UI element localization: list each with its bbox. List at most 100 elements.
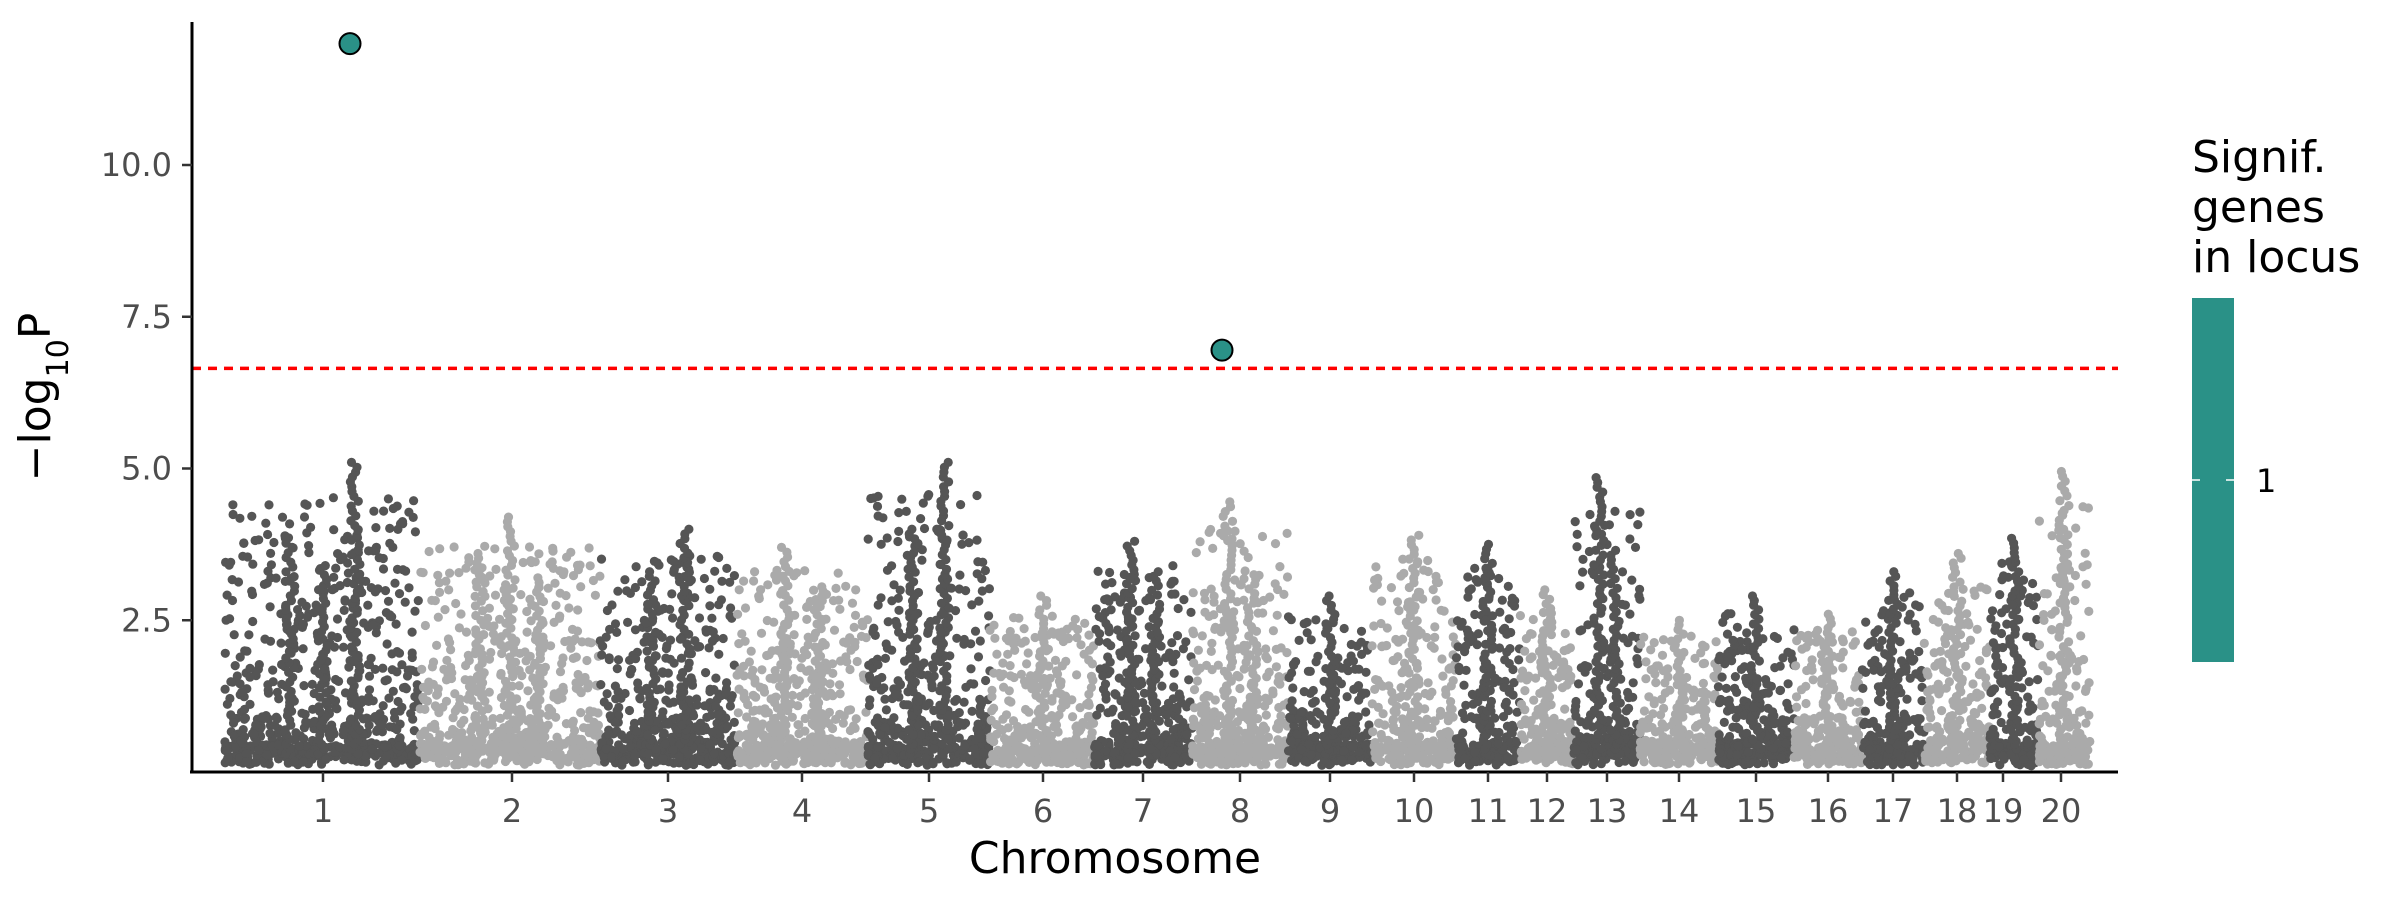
snp-point	[385, 538, 395, 549]
snp-point	[684, 658, 694, 668]
snp-point	[651, 627, 661, 638]
snp-point	[548, 563, 559, 574]
snp-point	[522, 606, 532, 617]
snp-point	[433, 684, 443, 694]
snp-point	[802, 614, 812, 625]
snp-point	[347, 550, 357, 560]
snp-point	[1115, 734, 1125, 744]
snp-point	[1193, 645, 1203, 655]
snp-point	[632, 726, 642, 737]
snp-point	[1092, 751, 1102, 761]
snp-point	[1178, 644, 1188, 654]
snp-point	[1171, 703, 1181, 713]
snp-point	[433, 612, 443, 622]
snp-point	[725, 611, 735, 621]
snp-point	[977, 586, 987, 596]
snp-point	[596, 680, 606, 690]
snp-point	[843, 705, 854, 715]
snp-point	[1050, 655, 1061, 666]
snp-point	[1220, 521, 1230, 531]
snp-point	[1308, 685, 1318, 696]
snp-point	[1122, 711, 1132, 721]
snp-point	[251, 757, 261, 767]
snp-point	[561, 591, 571, 601]
snp-point	[601, 744, 611, 754]
snp-point	[1168, 653, 1178, 663]
snp-point	[1164, 717, 1174, 728]
snp-point	[916, 730, 927, 740]
snp-point	[383, 596, 394, 606]
snp-point	[1130, 631, 1140, 641]
snp-point	[345, 715, 356, 725]
snp-point	[882, 565, 893, 575]
snp-point	[975, 707, 985, 717]
snp-point	[446, 645, 456, 655]
snp-point	[1173, 603, 1183, 614]
snp-point	[564, 736, 574, 746]
snp-point	[987, 706, 997, 716]
snp-point	[1446, 681, 1456, 691]
snp-point	[835, 709, 845, 719]
snp-point	[699, 573, 710, 584]
snp-point	[1087, 659, 1097, 669]
snp-point	[1384, 681, 1394, 691]
snp-point	[574, 685, 584, 695]
snp-point	[1356, 637, 1366, 647]
snp-point	[894, 605, 904, 615]
snp-point	[656, 605, 666, 615]
snp-point	[756, 628, 767, 638]
snp-point	[229, 731, 239, 742]
snp-point	[237, 687, 247, 697]
snp-point	[298, 619, 308, 629]
snp-point	[270, 720, 280, 731]
snp-point	[580, 672, 590, 683]
snp-point	[869, 623, 879, 633]
snp-point	[605, 711, 615, 721]
snp-point	[338, 726, 349, 736]
snp-point	[530, 557, 540, 567]
snp-point	[1311, 657, 1321, 667]
snp-point	[304, 541, 314, 551]
snp-point	[650, 725, 660, 736]
snp-point	[1371, 562, 1381, 572]
snp-point	[244, 630, 254, 640]
snp-point	[394, 741, 404, 751]
snp-point	[1389, 655, 1399, 666]
snp-point	[725, 701, 736, 711]
snp-point	[1083, 711, 1093, 722]
snp-point	[663, 719, 673, 729]
snp-point	[657, 667, 668, 677]
snp-point	[1369, 583, 1379, 593]
snp-point	[650, 651, 661, 661]
snp-point	[1282, 572, 1293, 582]
snp-point	[684, 524, 694, 534]
snp-point	[409, 496, 419, 506]
snp-point	[254, 745, 264, 756]
snp-point	[928, 663, 939, 673]
snp-point	[713, 710, 724, 721]
snp-point	[242, 646, 252, 656]
snp-point	[1388, 714, 1399, 725]
snp-point	[1396, 571, 1406, 581]
snp-point	[969, 744, 979, 754]
snp-point	[721, 688, 731, 698]
snp-point	[265, 602, 275, 612]
snp-point	[548, 546, 558, 556]
snp-point	[321, 688, 331, 698]
snp-point	[601, 632, 611, 642]
snp-point	[1200, 712, 1210, 722]
snp-point	[230, 661, 240, 671]
snp-point	[701, 668, 711, 678]
snp-point	[1024, 707, 1034, 717]
snp-point	[435, 544, 445, 554]
snp-point	[633, 678, 643, 688]
snp-point	[1204, 527, 1214, 538]
snp-point	[408, 714, 418, 724]
snp-point	[488, 714, 498, 724]
snp-point	[1361, 741, 1371, 751]
snp-point	[737, 629, 747, 639]
snp-point	[1436, 605, 1446, 615]
snp-point	[1209, 597, 1219, 607]
snp-point	[954, 708, 964, 718]
snp-point	[1261, 710, 1271, 720]
